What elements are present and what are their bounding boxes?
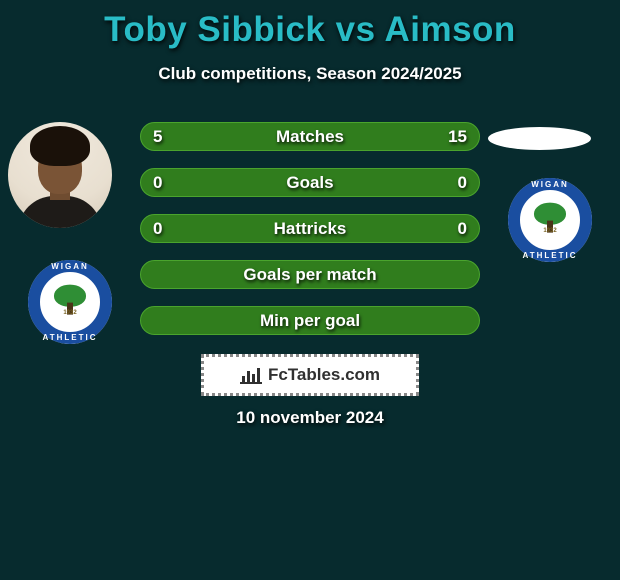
stat-right-value: 0	[458, 219, 467, 239]
stat-left-value: 0	[153, 173, 162, 193]
badge-text-top: WIGAN	[508, 180, 592, 189]
player-right-placeholder	[488, 127, 591, 150]
bar-chart-icon	[240, 366, 262, 384]
stat-label: Matches	[276, 127, 344, 147]
player-left-photo	[8, 122, 112, 228]
stat-label: Goals per match	[243, 265, 376, 285]
stat-row-matches: 5 Matches 15	[140, 122, 480, 151]
badge-year: 1932	[28, 310, 112, 316]
page-title: Toby Sibbick vs Aimson	[0, 0, 620, 50]
attribution-box: FcTables.com	[201, 354, 419, 396]
stat-right-value: 15	[448, 127, 467, 147]
stat-row-min-per-goal: Min per goal	[140, 306, 480, 335]
club-badge-right: WIGAN ATHLETIC 1932	[508, 178, 592, 262]
badge-text-top: WIGAN	[28, 262, 112, 271]
stat-label: Goals	[286, 173, 333, 193]
stat-row-goals-per-match: Goals per match	[140, 260, 480, 289]
stat-label: Hattricks	[274, 219, 347, 239]
stat-left-value: 5	[153, 127, 162, 147]
badge-text-bottom: ATHLETIC	[28, 333, 112, 342]
page-subtitle: Club competitions, Season 2024/2025	[0, 64, 620, 84]
badge-text-bottom: ATHLETIC	[508, 251, 592, 260]
stat-right-value: 0	[458, 173, 467, 193]
stat-left-value: 0	[153, 219, 162, 239]
stat-row-hattricks: 0 Hattricks 0	[140, 214, 480, 243]
snapshot-date: 10 november 2024	[0, 408, 620, 428]
club-badge-left: WIGAN ATHLETIC 1932	[28, 260, 112, 344]
stat-row-goals: 0 Goals 0	[140, 168, 480, 197]
badge-year: 1932	[508, 228, 592, 234]
stat-label: Min per goal	[260, 311, 360, 331]
attribution-text: FcTables.com	[268, 365, 380, 385]
